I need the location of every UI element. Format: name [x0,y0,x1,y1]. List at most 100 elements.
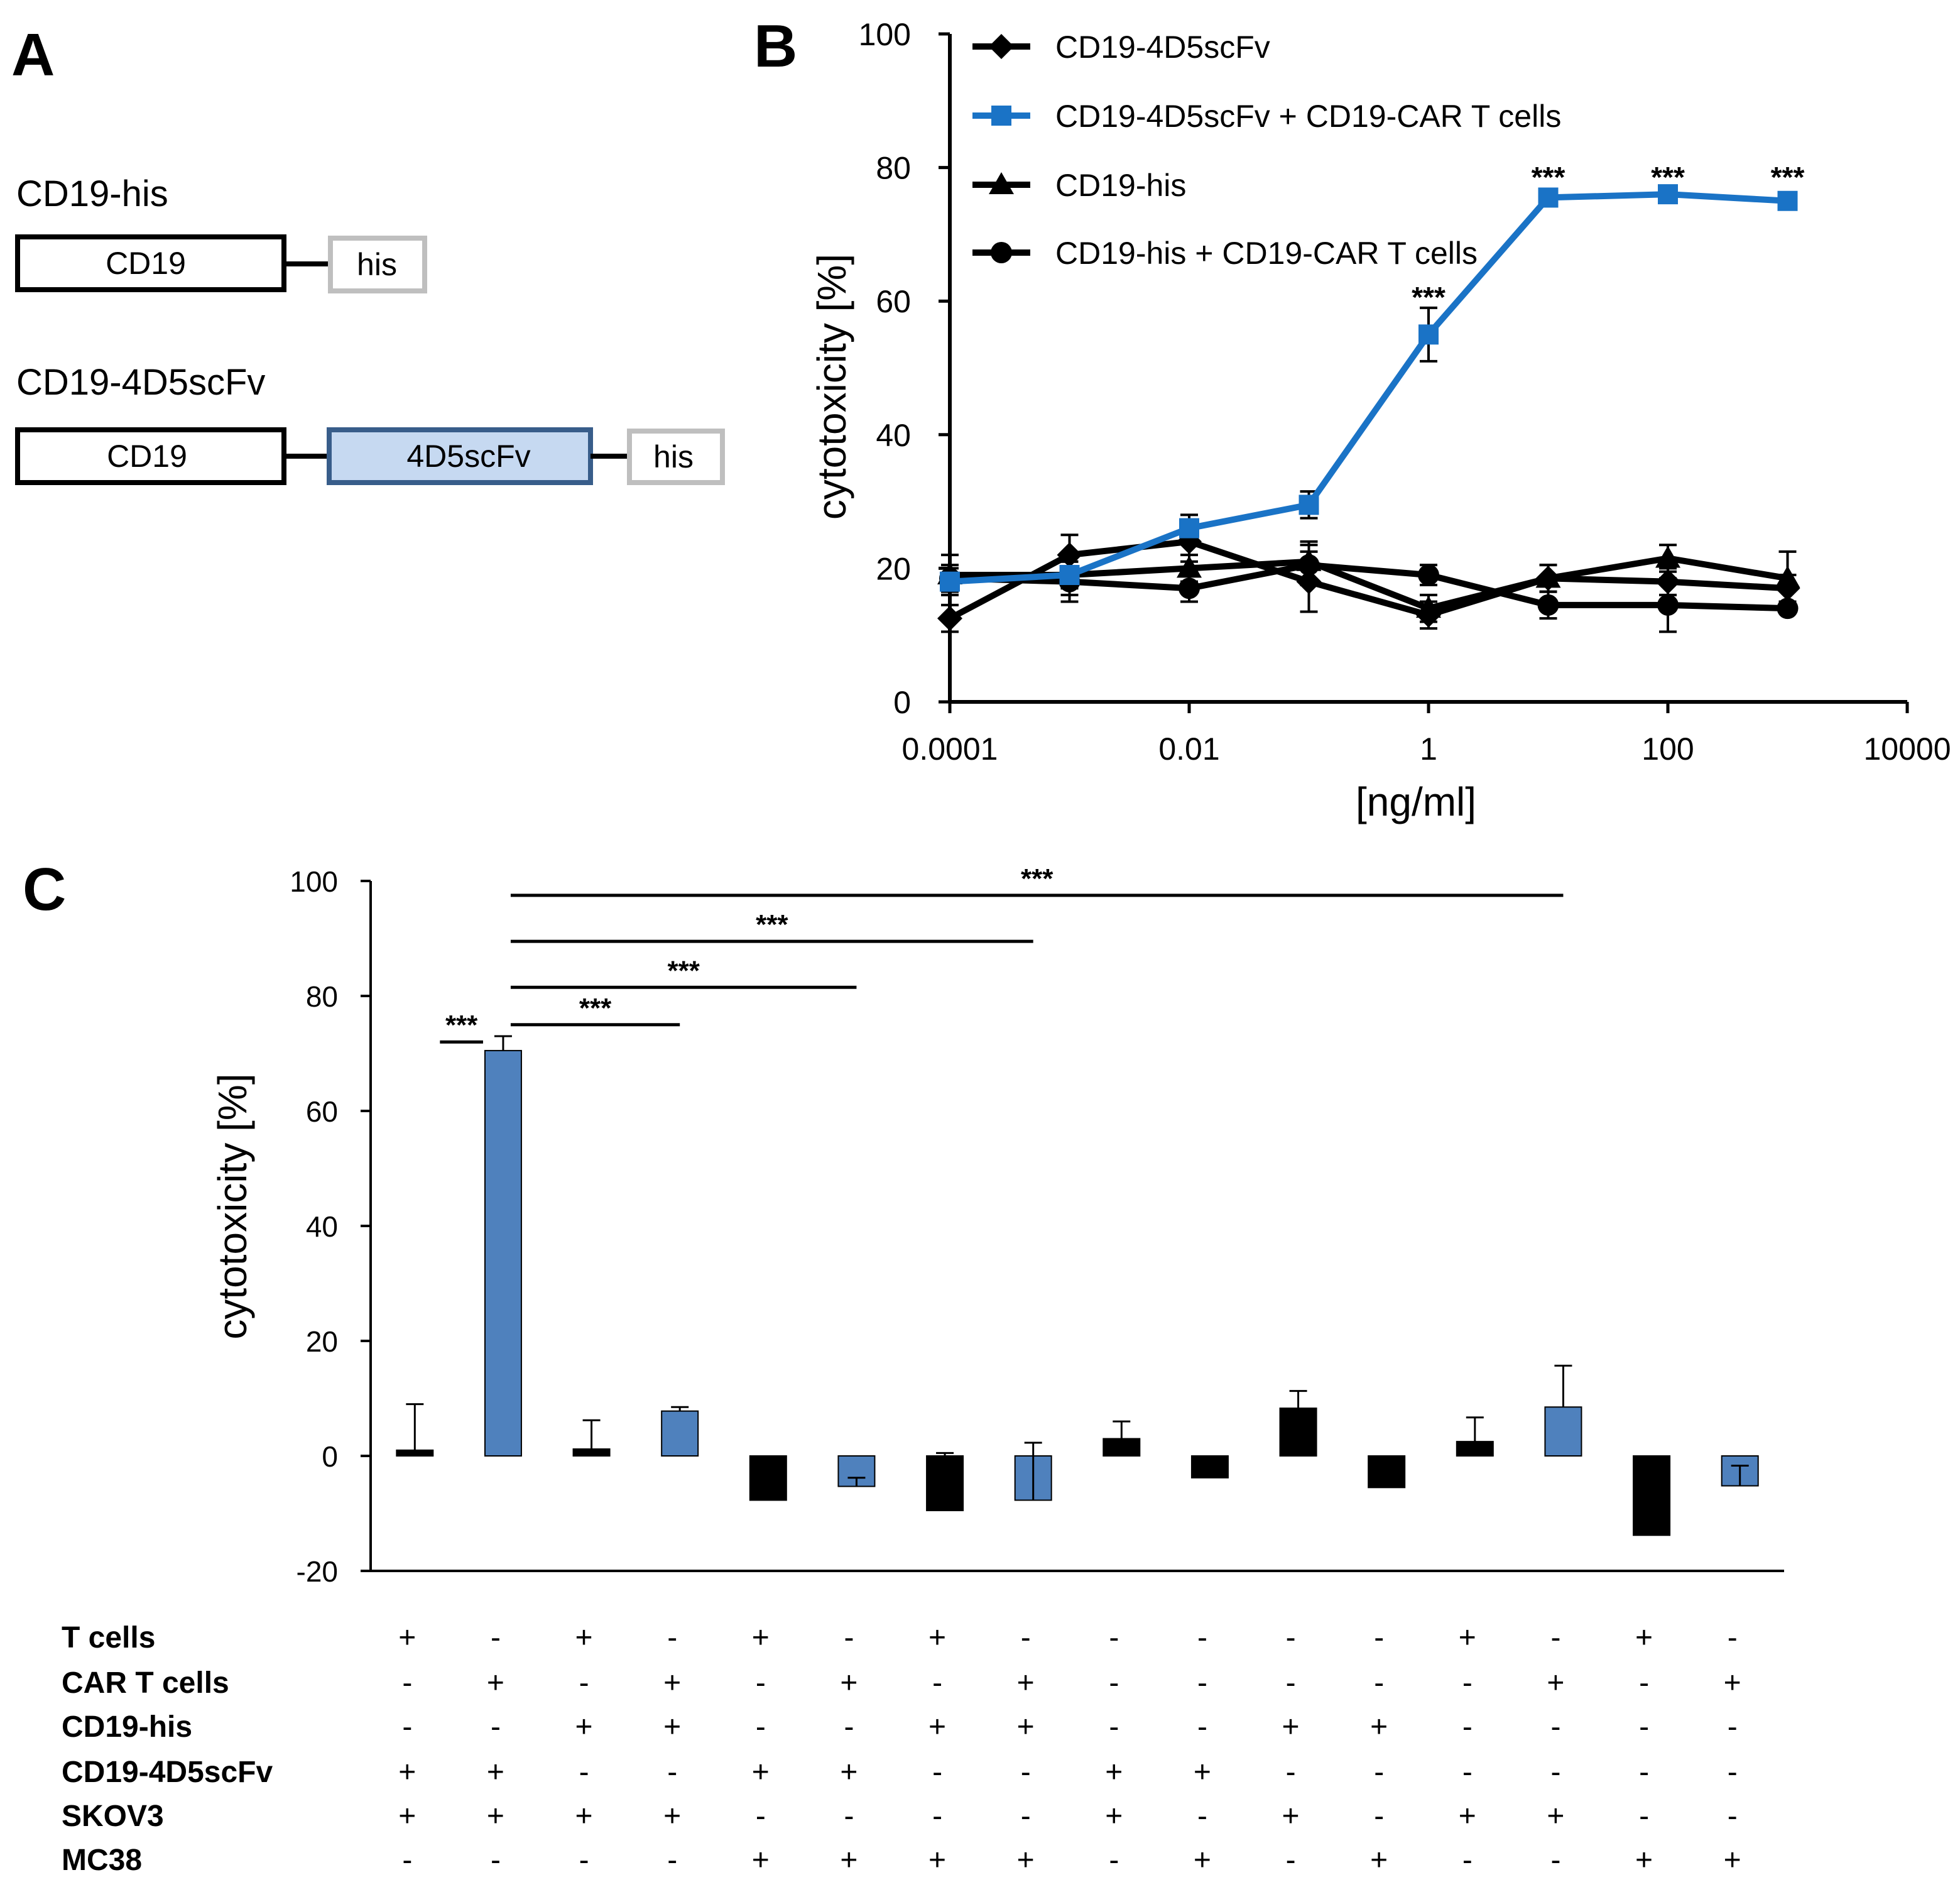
condition-mark: - [1109,1666,1119,1700]
condition-mark: - [756,1666,766,1700]
condition-mark: - [1021,1800,1031,1833]
condition-mark: - [1550,1621,1560,1654]
condition-mark: - [1462,1710,1473,1744]
condition-mark: + [1547,1666,1564,1700]
y-tick-label: 100 [290,865,338,898]
his-tag-label: his [653,439,694,474]
condition-mark: + [1194,1756,1211,1789]
significance-label: *** [445,1010,478,1041]
x-tick-label: 100 [1642,731,1694,767]
condition-label: CD19-his [62,1710,192,1744]
line-chart: 0 20 40 60 80 100 0.0001 0.01 1 100 10000 [ng/ml] cy… [809,17,1951,824]
condition-mark: + [1370,1844,1388,1877]
condition-mark: - [1109,1844,1119,1877]
construct-cd19-his-title: CD19-his [16,173,168,214]
data-point [937,606,962,632]
data-point [1537,594,1559,616]
condition-mark: + [928,1710,946,1744]
condition-mark: + [1724,1844,1741,1877]
bar [1279,1408,1317,1457]
condition-mark: - [1109,1621,1119,1654]
condition-mark: - [667,1756,677,1789]
legend-marker [991,106,1011,126]
his-tag-label: his [357,247,397,282]
condition-mark: - [667,1621,677,1654]
series-line [949,562,1788,612]
condition-mark: - [1286,1844,1296,1877]
condition-label: CD19-4D5scFv [62,1756,273,1789]
condition-mark: - [1286,1621,1296,1654]
condition-mark: + [840,1756,858,1789]
cd19-domain-box [15,427,286,485]
condition-mark: - [1728,1621,1738,1654]
data-point [1657,594,1679,616]
y-tick-label: 100 [859,17,911,52]
condition-label: MC38 [62,1844,142,1877]
scfv-domain-box [327,427,593,485]
y-tick-label: -20 [297,1555,338,1588]
condition-mark: - [1550,1710,1560,1744]
panel-b-label: B [754,13,797,80]
condition-label: T cells [62,1621,155,1654]
condition-mark: + [752,1844,770,1877]
condition-mark: + [575,1800,593,1833]
data-point [940,571,960,592]
condition-mark: - [1286,1756,1296,1789]
condition-mark: - [1728,1756,1738,1789]
condition-mark: - [667,1844,677,1877]
bar-chart: -20 0 20 40 60 80 100 cytotoxicity [%] *** *** ***… [62,863,1784,1877]
bar [1544,1406,1582,1457]
condition-mark: - [932,1756,942,1789]
condition-mark: + [398,1800,416,1833]
condition-mark: - [1639,1756,1649,1789]
condition-mark: - [579,1666,589,1700]
significance-label: *** [579,993,612,1024]
condition-mark: - [1021,1756,1031,1789]
data-point [1057,542,1082,568]
legend-marker [991,242,1012,263]
x-tick-label: 0.0001 [902,731,998,767]
series-line [950,555,1788,612]
data-point [1177,555,1202,578]
y-tick-label: 20 [306,1325,338,1358]
x-axis-title: [ng/ml] [1356,779,1476,824]
condition-label: SKOV3 [62,1800,164,1833]
condition-mark: + [1017,1710,1035,1744]
x-tick-label: 10000 [1863,731,1951,767]
condition-mark: + [928,1621,946,1654]
condition-mark: + [928,1844,946,1877]
panel-a-label: A [11,21,55,89]
condition-mark: - [402,1844,412,1877]
data-point [1535,566,1561,588]
condition-mark: - [491,1844,501,1877]
data-point [1179,577,1200,599]
data-point [1298,495,1319,515]
condition-mark: + [487,1756,504,1789]
y-tick-label: 80 [306,980,338,1013]
legend-marker [989,172,1014,194]
condition-mark: - [579,1844,589,1877]
condition-mark: - [1728,1800,1738,1833]
condition-mark: - [1374,1666,1384,1700]
y-tick-label: 0 [322,1440,338,1473]
y-axis-title: cytotoxicity [%] [210,1073,255,1339]
y-tick-label: 40 [306,1210,338,1243]
significance-label: *** [756,909,788,940]
condition-mark: - [756,1710,766,1744]
condition-mark: + [575,1710,593,1744]
condition-mark: - [756,1800,766,1833]
data-point [1418,324,1439,345]
condition-mark: + [663,1666,681,1700]
condition-mark: + [1459,1621,1476,1654]
bar [572,1448,611,1457]
condition-mark: - [1462,1844,1473,1877]
data-point [1179,518,1199,539]
significance-label: *** [1771,161,1805,194]
bar [1456,1441,1494,1457]
bar [661,1410,699,1457]
condition-mark: - [1462,1666,1473,1700]
legend-label: CD19-4D5scFv [1055,30,1270,65]
condition-mark: - [1109,1710,1119,1744]
condition-mark: + [663,1800,681,1833]
cd19-domain-label: CD19 [107,439,187,474]
